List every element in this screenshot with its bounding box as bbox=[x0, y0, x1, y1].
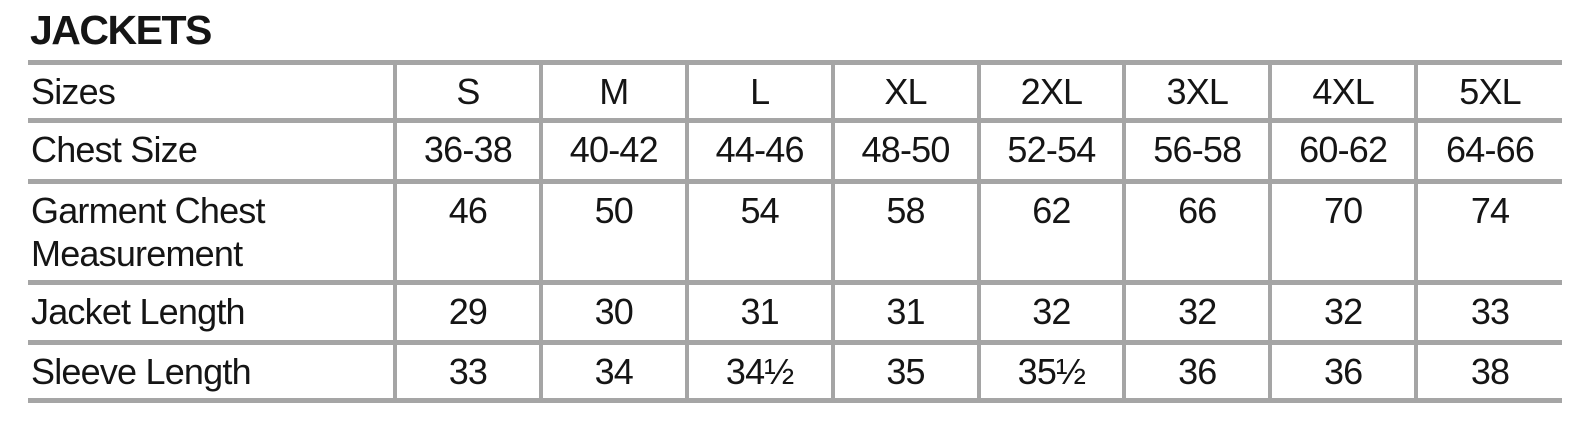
table-row-garment-chest: Garment Chest Measurement 46 50 54 58 62… bbox=[28, 179, 1562, 283]
jacket-length-cell: 31 bbox=[684, 280, 833, 343]
size-table: Sizes S M L XL 2XL 3XL 4XL 5XL Chest Siz… bbox=[28, 60, 1562, 404]
column-header-4xl: 4XL bbox=[1268, 62, 1417, 121]
column-header-s: S bbox=[393, 62, 541, 121]
garment-chest-cell: 50 bbox=[538, 179, 687, 283]
chest-size-cell: 48-50 bbox=[830, 118, 979, 182]
sleeve-length-cell: 34 bbox=[538, 340, 687, 401]
chest-size-cell: 44-46 bbox=[684, 118, 833, 182]
size-chart-page: JACKETS Sizes S M L XL 2XL 3XL 4XL 5XL C… bbox=[28, 7, 1562, 404]
row-label-jacket-length: Jacket Length bbox=[28, 280, 395, 343]
table-row-chest-size: Chest Size 36-38 40-42 44-46 48-50 52-54… bbox=[28, 118, 1562, 182]
chest-size-cell: 52-54 bbox=[976, 118, 1125, 182]
sleeve-length-cell: 36 bbox=[1268, 340, 1417, 401]
chest-size-cell: 60-62 bbox=[1268, 118, 1417, 182]
sleeve-length-cell: 33 bbox=[393, 340, 541, 401]
row-label-garment-chest: Garment Chest Measurement bbox=[28, 179, 395, 283]
table-row-sizes: Sizes S M L XL 2XL 3XL 4XL 5XL bbox=[28, 62, 1562, 121]
sleeve-length-cell: 35½ bbox=[976, 340, 1125, 401]
table-row-sleeve-length: Sleeve Length 33 34 34½ 35 35½ 36 36 38 bbox=[28, 340, 1562, 401]
jacket-length-cell: 32 bbox=[1122, 280, 1271, 343]
garment-chest-cell: 66 bbox=[1122, 179, 1271, 283]
jacket-length-cell: 32 bbox=[1268, 280, 1417, 343]
sleeve-length-cell: 38 bbox=[1414, 340, 1562, 401]
row-label-sleeve-length: Sleeve Length bbox=[28, 340, 395, 401]
sleeve-length-cell: 36 bbox=[1122, 340, 1271, 401]
chest-size-cell: 40-42 bbox=[538, 118, 687, 182]
chest-size-cell: 36-38 bbox=[393, 118, 541, 182]
column-header-m: M bbox=[538, 62, 687, 121]
jacket-length-cell: 32 bbox=[976, 280, 1125, 343]
chest-size-cell: 56-58 bbox=[1122, 118, 1271, 182]
jacket-length-cell: 29 bbox=[393, 280, 541, 343]
column-header-3xl: 3XL bbox=[1122, 62, 1271, 121]
garment-chest-cell: 46 bbox=[393, 179, 541, 283]
garment-chest-cell: 70 bbox=[1268, 179, 1417, 283]
jacket-length-cell: 31 bbox=[830, 280, 979, 343]
sleeve-length-cell: 35 bbox=[830, 340, 979, 401]
column-header-l: L bbox=[684, 62, 833, 121]
table-row-jacket-length: Jacket Length 29 30 31 31 32 32 32 33 bbox=[28, 280, 1562, 343]
garment-chest-cell: 58 bbox=[830, 179, 979, 283]
sleeve-length-cell: 34½ bbox=[684, 340, 833, 401]
garment-chest-cell: 54 bbox=[684, 179, 833, 283]
jacket-length-cell: 33 bbox=[1414, 280, 1562, 343]
page-title: JACKETS bbox=[30, 7, 212, 53]
column-header-xl: XL bbox=[830, 62, 979, 121]
row-label-chest-size: Chest Size bbox=[28, 118, 395, 182]
jacket-length-cell: 30 bbox=[538, 280, 687, 343]
column-header-2xl: 2XL bbox=[976, 62, 1125, 121]
row-label-sizes: Sizes bbox=[31, 71, 116, 113]
garment-chest-cell: 74 bbox=[1414, 179, 1562, 283]
column-header-5xl: 5XL bbox=[1414, 62, 1562, 121]
chest-size-cell: 64-66 bbox=[1414, 118, 1562, 182]
garment-chest-cell: 62 bbox=[976, 179, 1125, 283]
